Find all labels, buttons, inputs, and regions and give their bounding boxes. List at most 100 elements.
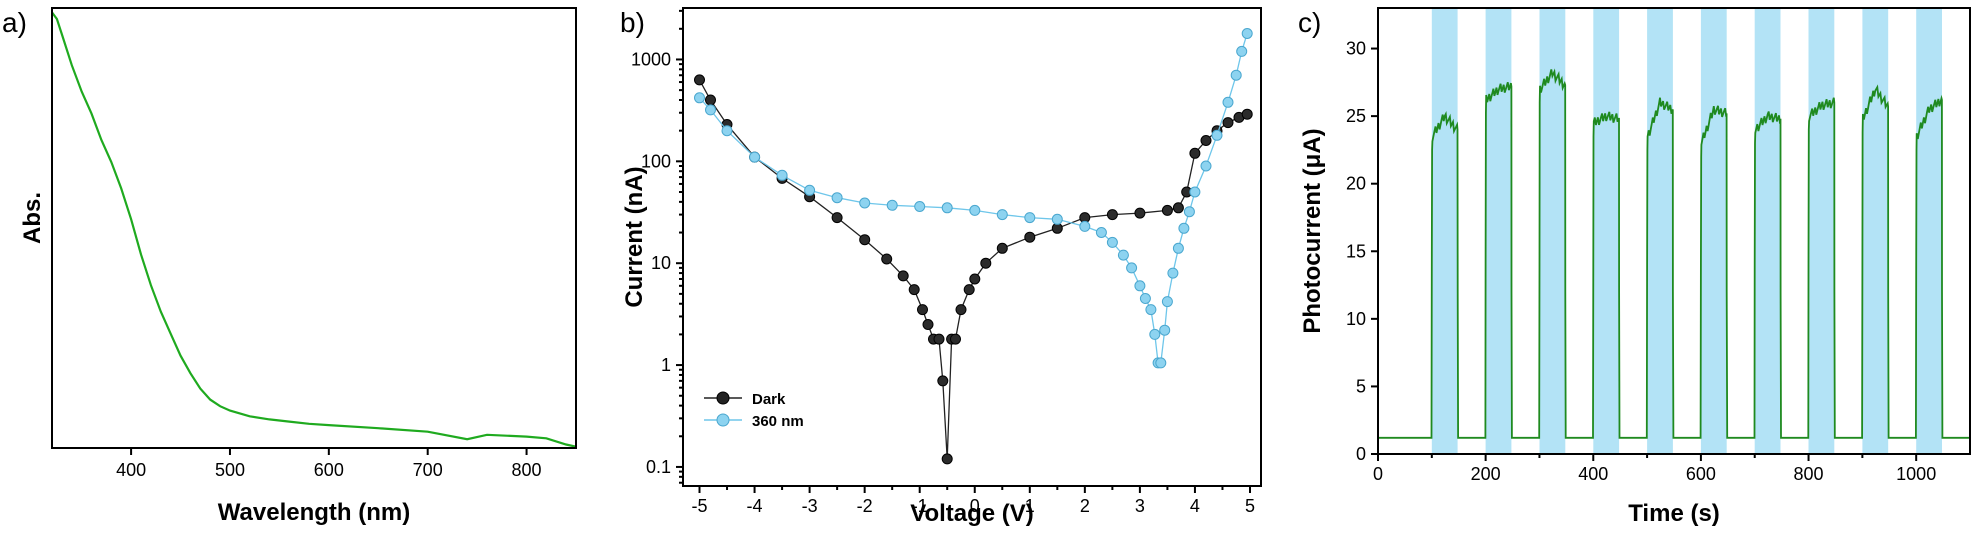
- illumination-band: [1700, 8, 1727, 454]
- dark-point: [1161, 204, 1173, 216]
- uv-point: [1126, 262, 1138, 274]
- dark-point: [933, 333, 945, 345]
- uv-point: [1149, 328, 1161, 340]
- illumination-band: [1862, 8, 1889, 454]
- dark-point: [980, 257, 992, 269]
- x-tick-label: 700: [413, 460, 443, 480]
- dark-point: [996, 242, 1008, 254]
- dark-point: [950, 333, 961, 345]
- y-tick-label: 30: [1346, 39, 1366, 59]
- uv-point: [886, 199, 898, 211]
- panel-c-label: c): [1298, 7, 1321, 38]
- y-tick-label: 100: [641, 151, 671, 171]
- uv-point: [1230, 69, 1242, 81]
- uv-point: [749, 151, 761, 163]
- x-tick-label: 200: [1471, 464, 1501, 484]
- legend-dark-marker: [716, 391, 730, 405]
- dark-point: [969, 273, 981, 285]
- uv-point: [1183, 206, 1195, 218]
- dark-point: [955, 304, 967, 316]
- dark-point: [897, 270, 909, 282]
- x-tick-label: 500: [215, 460, 245, 480]
- panel-a-label: a): [2, 7, 27, 38]
- photocurrent-trace: [1378, 68, 1970, 439]
- uv-point: [721, 125, 733, 137]
- uv-point: [1241, 28, 1253, 39]
- y-tick-label: 15: [1346, 241, 1366, 261]
- panel-b-legend: Dark 360 nm: [704, 391, 804, 430]
- panel-b-xlabel: Voltage (V): [910, 500, 1034, 527]
- illumination-band: [1916, 8, 1942, 454]
- y-tick-label: 25: [1346, 106, 1366, 126]
- illumination-band: [1808, 8, 1835, 454]
- uv-point: [694, 92, 705, 104]
- y-tick-label: 0.1: [646, 457, 671, 477]
- x-tick-label: 5: [1245, 496, 1255, 516]
- x-tick-label: 600: [1686, 464, 1716, 484]
- uv-point: [1222, 96, 1234, 108]
- dark-point: [908, 284, 920, 296]
- dark-point: [1241, 108, 1253, 120]
- x-tick-label: 600: [314, 460, 344, 480]
- x-tick-label: 0: [970, 496, 980, 516]
- uv-point: [831, 192, 843, 204]
- legend-uv-label: 360 nm: [752, 413, 804, 430]
- uv-point: [1117, 249, 1129, 261]
- uv-point: [804, 184, 816, 196]
- x-tick-label: 1: [1025, 496, 1035, 516]
- uv-point: [996, 209, 1008, 221]
- dark-point: [922, 319, 934, 330]
- y-tick-label: 20: [1346, 174, 1366, 194]
- panel-b-label: b): [620, 7, 645, 38]
- uv-point: [1159, 324, 1171, 336]
- dark-point: [937, 375, 949, 387]
- illumination-band: [1754, 8, 1781, 454]
- uv-point: [1178, 222, 1190, 234]
- y-tick-label: 1: [661, 355, 671, 375]
- panel-a-frame: [51, 7, 577, 449]
- dark-point: [694, 74, 705, 86]
- dark-point: [1189, 147, 1201, 159]
- uv-point: [776, 169, 788, 181]
- x-tick-label: -3: [802, 496, 818, 516]
- x-tick-label: -2: [857, 496, 873, 516]
- dark-point: [1106, 209, 1118, 221]
- dark-point: [1134, 207, 1146, 219]
- uv-point: [1051, 213, 1063, 225]
- panel-c-xlabel: Time (s): [1628, 500, 1720, 527]
- dark-point: [1200, 135, 1212, 146]
- uv-point: [1079, 220, 1091, 232]
- panel-c-ylabel: Photocurrent (μA): [1299, 128, 1326, 333]
- y-tick-label: 10: [651, 253, 671, 273]
- absorbance-curve: [51, 11, 577, 448]
- illumination-band: [1647, 8, 1673, 454]
- y-tick-label: 0: [1356, 444, 1366, 464]
- legend-uv-marker: [716, 413, 730, 427]
- legend-dark-label: Dark: [752, 391, 786, 408]
- x-tick-label: 400: [116, 460, 146, 480]
- panel-c-frame: [1377, 7, 1971, 455]
- x-tick-label: 800: [512, 460, 542, 480]
- uv-point: [1155, 357, 1167, 369]
- illumination-band: [1485, 8, 1512, 454]
- x-tick-label: -1: [912, 496, 928, 516]
- x-tick-label: 2: [1080, 496, 1090, 516]
- x-tick-label: 0: [1373, 464, 1383, 484]
- y-tick-label: 1000: [631, 49, 671, 69]
- panel-a-ylabel: Abs.: [19, 192, 46, 244]
- panel-b-ylabel: Current (nA): [621, 166, 648, 307]
- panel-b-frame: [682, 7, 1262, 487]
- uv-point: [859, 197, 871, 209]
- y-tick-label: 5: [1356, 376, 1366, 396]
- uv-point: [1134, 280, 1146, 292]
- dark-point: [705, 94, 716, 106]
- dark-point: [881, 253, 893, 265]
- uv-point: [1145, 304, 1157, 316]
- dark-point: [1172, 202, 1184, 214]
- panel-a-xlabel: Wavelength (nm): [218, 499, 410, 526]
- dark-point: [1024, 231, 1036, 243]
- uv-series-line: [699, 33, 1248, 364]
- dark-point: [917, 304, 928, 316]
- dark-point: [941, 453, 953, 465]
